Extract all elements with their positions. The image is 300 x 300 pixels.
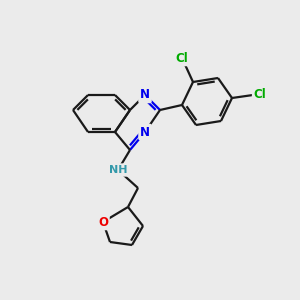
Text: Cl: Cl bbox=[176, 52, 188, 64]
Text: N: N bbox=[140, 88, 150, 101]
Text: Cl: Cl bbox=[254, 88, 266, 100]
Text: N: N bbox=[140, 125, 150, 139]
Text: O: O bbox=[98, 215, 108, 229]
Text: NH: NH bbox=[109, 165, 127, 175]
